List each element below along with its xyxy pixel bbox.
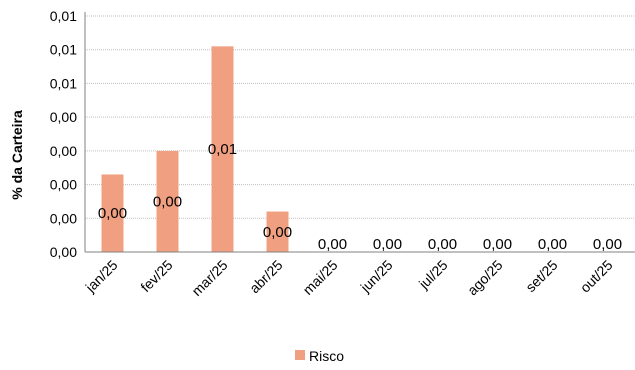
data-label: 0,00 (428, 236, 457, 253)
gridlines (85, 15, 635, 219)
y-axis-label: % da Carteira (9, 110, 25, 200)
legend-swatch-risco (295, 350, 305, 360)
data-label: 0,00 (153, 193, 182, 210)
data-label: 0,00 (483, 236, 512, 253)
x-tick-label: jan/25 (82, 257, 121, 296)
y-tick-label: 0,01 (50, 42, 77, 58)
legend: Risco (295, 348, 344, 364)
y-tick-label: 0,00 (50, 210, 77, 226)
bars (101, 46, 289, 252)
y-tick-label: 0,01 (50, 8, 77, 24)
x-tick-label: abr/25 (246, 257, 286, 297)
y-tick-label: 0,00 (50, 109, 77, 125)
y-tick-label: 0,00 (50, 177, 77, 193)
x-tick-label: jul/25 (415, 257, 451, 293)
x-tick-labels: jan/25 fev/25 mar/25 abr/25 mai/25 jun/25 jul/… (82, 257, 616, 299)
x-tick-label: fev/25 (137, 257, 175, 295)
data-label: 0,00 (318, 236, 347, 253)
bar-fev-25 (156, 150, 179, 252)
x-tick-label: mai/25 (300, 257, 341, 298)
data-labels: 0,00 0,00 0,01 0,00 0,00 0,00 0,00 0,00 0,00 0,00 (98, 141, 622, 253)
y-tick-label: 0,01 (50, 75, 77, 91)
axes (84, 12, 635, 253)
legend-label-risco: Risco (309, 348, 344, 364)
x-tick-label: mar/25 (188, 257, 230, 299)
data-label: 0,01 (208, 141, 237, 158)
bar-abr-25 (266, 211, 289, 252)
data-label: 0,00 (373, 236, 402, 253)
x-tick-label: ago/25 (464, 257, 506, 299)
y-tick-label: 0,00 (50, 244, 77, 260)
bar-mar-25 (211, 46, 234, 252)
data-label: 0,00 (593, 236, 622, 253)
x-tick-label: out/25 (577, 257, 616, 296)
x-tick-label: set/25 (522, 257, 560, 295)
data-label: 0,00 (98, 205, 127, 222)
data-label: 0,00 (263, 224, 292, 241)
y-tick-labels: 0,00 0,00 0,00 0,00 0,00 0,01 0,01 0,01 (50, 8, 77, 260)
data-label: 0,00 (538, 236, 567, 253)
y-tick-label: 0,00 (50, 143, 77, 159)
bar-jan-25 (101, 174, 124, 252)
x-tick-label: jun/25 (357, 257, 396, 296)
